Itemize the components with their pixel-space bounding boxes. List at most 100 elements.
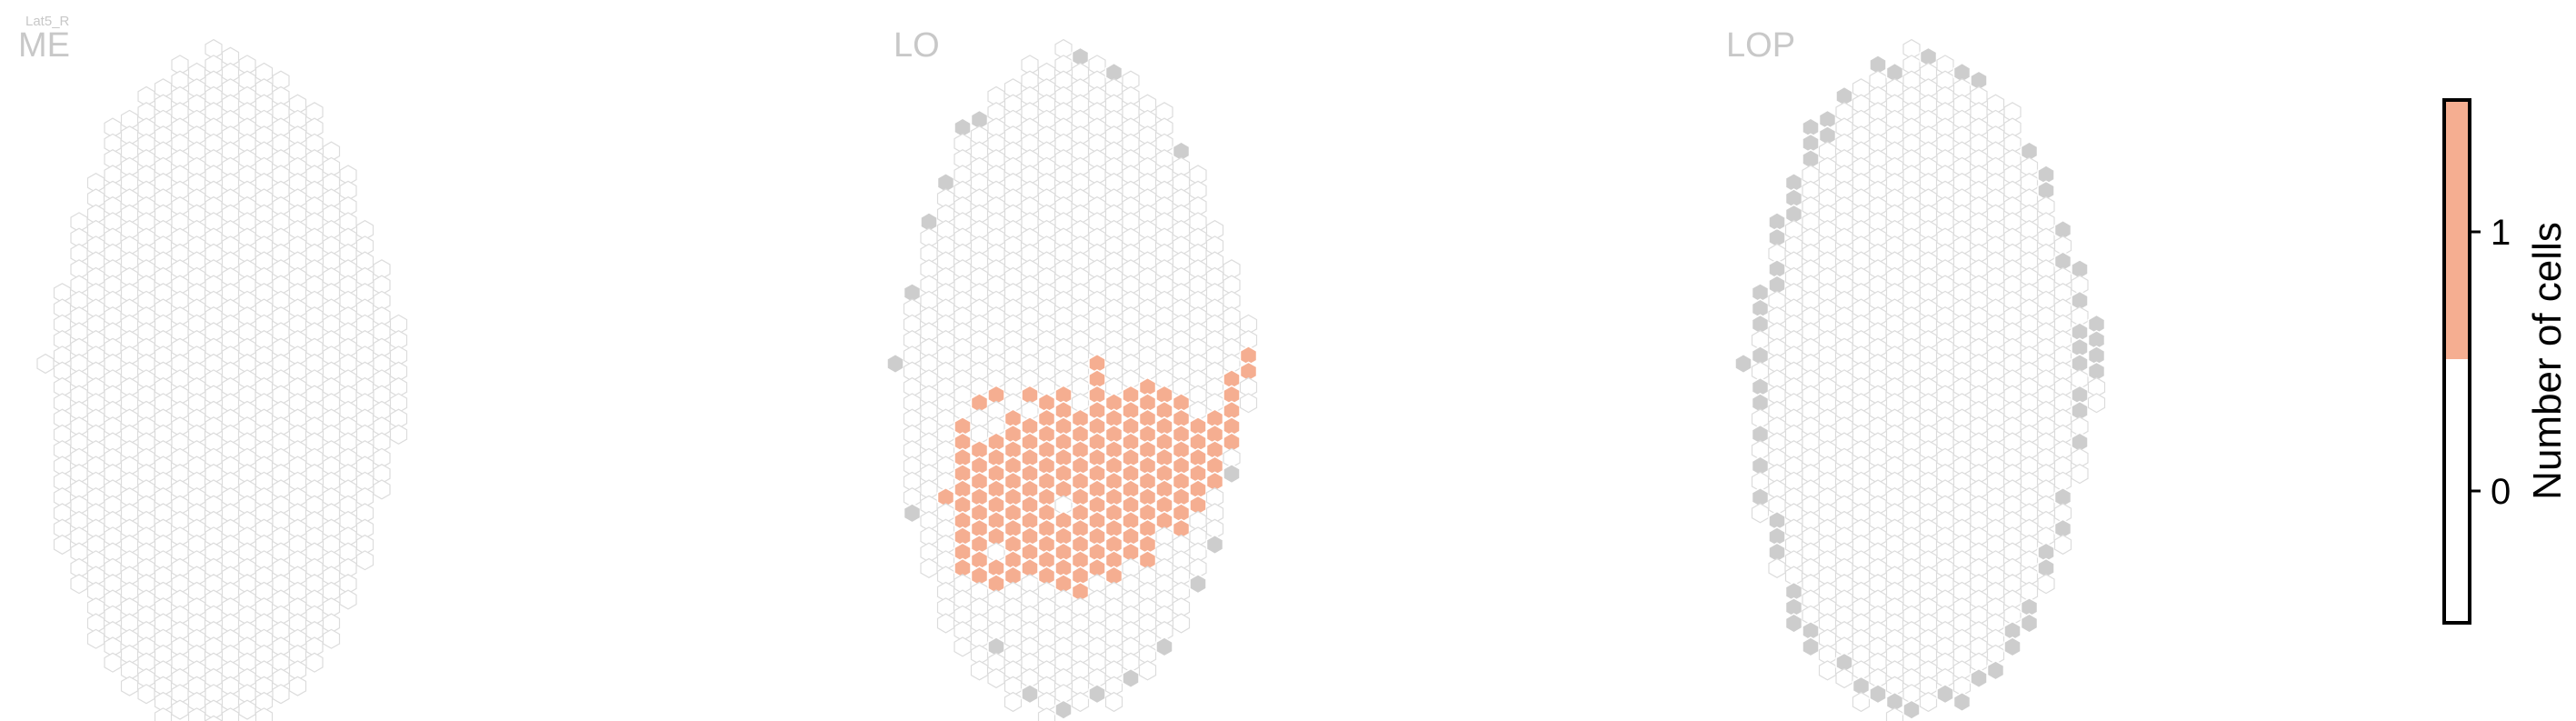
hex-cell-boundary [2037,557,2055,579]
hex-cell-count-one [1223,416,1241,437]
hex-cell-empty [970,660,989,681]
hex-cell-empty [920,557,938,578]
hex-cell-empty [2037,195,2055,217]
hex-cell-boundary [2020,613,2039,634]
hex-cell-empty [373,259,391,280]
hex-cell-empty [322,597,341,618]
hex-cell-empty [171,699,189,720]
colorbar-segment-one [2444,100,2470,359]
hex-cell-boundary [1122,667,1140,689]
hex-cell-boundary [1088,684,1106,705]
hex-cell-boundary [1802,636,1820,657]
hex-cell-empty [936,613,955,634]
hex-cell-empty [373,464,391,485]
hex-cell-empty [1104,676,1123,696]
hex-cell-boundary [1970,70,1988,91]
hex-cell-boundary [1734,353,1752,375]
hex-cell-empty [1751,503,1770,524]
colorbar-tick-label-zero: 0 [2491,472,2511,512]
hex-cell-empty [1189,165,1207,185]
hex-cell-boundary [2020,596,2039,618]
hex-cell-empty [1155,621,1173,642]
hex-cell-boundary [1021,684,1039,705]
hex-cell-boundary [2053,518,2072,539]
hex-cell-empty [2020,581,2039,602]
hex-cell-count-one [1205,471,1224,492]
hex-cell-boundary [1784,613,1803,634]
hex-cell-boundary [1869,684,1887,705]
hex-cell-empty [1189,557,1207,578]
hex-cell-boundary [2071,432,2089,453]
hex-cell-empty [2087,376,2106,397]
hex-cell-empty [1189,180,1207,201]
hex-cell-empty [389,408,408,429]
hex-cell-empty [389,376,408,397]
hex-cell-empty [1223,290,1241,311]
colorbar-segment-zero [2444,359,2470,623]
hex-cell-empty [1155,117,1173,138]
hex-cell-empty [86,628,105,649]
hex-cell-empty [389,330,408,351]
hex-cell-empty [322,141,341,162]
hex-cell-boundary [886,353,904,375]
hex-cell-empty [1818,660,1837,681]
hex-cell-empty [272,70,290,91]
hex-cell-empty [339,165,357,185]
hex-cell-empty [120,676,139,696]
hex-cell-boundary [2087,329,2106,351]
hex-cell-empty [373,432,391,453]
panel-lo: LO [886,26,1258,721]
hex-cell-boundary [1155,636,1173,657]
hex-cell-empty [221,707,240,721]
hex-cell-empty [389,314,408,335]
hex-cell-empty [339,574,357,595]
hex-cell-boundary [1952,691,1972,713]
hex-grid-me [36,38,408,721]
hex-cell-empty [355,487,374,508]
hex-cell-empty [1189,542,1207,563]
hex-grid-lo [886,38,1258,721]
hex-cell-empty [1205,503,1224,524]
hex-cell-empty [2053,235,2072,256]
hex-cell-boundary [903,503,922,524]
hex-cell-boundary [2037,542,2055,563]
hex-cell-empty [389,361,408,382]
hex-cell-empty [355,534,374,556]
hex-cell-empty [1768,557,1786,578]
figure-title: Lat5_R [25,14,70,29]
panel-label-lo: LO [894,26,940,65]
hex-cell-empty [1239,330,1258,351]
hex-cell-empty [1122,70,1140,91]
hex-cell-empty [373,479,391,500]
hex-cell-boundary [2037,180,2055,201]
hex-cell-empty [2087,393,2106,414]
hex-cell-empty [288,676,307,696]
hex-cell-empty [389,345,408,366]
hex-cell-empty [1835,667,1853,689]
hex-cell-empty [1885,707,1904,721]
hex-cell-empty [355,503,374,524]
hex-cell-empty [255,707,274,721]
panel-label-me: ME [18,26,70,65]
hex-cell-empty [1205,219,1224,241]
hex-cell-boundary [2071,290,2089,312]
hex-cell-boundary [1970,667,1988,689]
hex-cell-empty [339,180,357,201]
colorbar-frame [2442,98,2471,625]
hex-cell-empty [2071,275,2089,295]
hex-cell-empty [2003,117,2022,138]
hex-cell-empty [2053,471,2072,492]
hex-cell-empty [339,195,357,217]
hex-cell-empty [389,393,408,414]
hex-cell-empty [1172,613,1191,634]
hex-cell-empty [1852,691,1871,713]
hex-cell-empty [1919,691,1938,713]
hex-cell-count-one [1223,400,1241,422]
hex-cell-empty [1155,102,1173,123]
hex-cell-empty [1223,275,1241,295]
hex-cell-empty [355,219,374,241]
hex-cell-empty [1205,235,1224,256]
hex-cell-empty [1239,314,1258,335]
hex-cell-empty [1986,644,2005,666]
hex-cell-empty [1952,676,1972,696]
